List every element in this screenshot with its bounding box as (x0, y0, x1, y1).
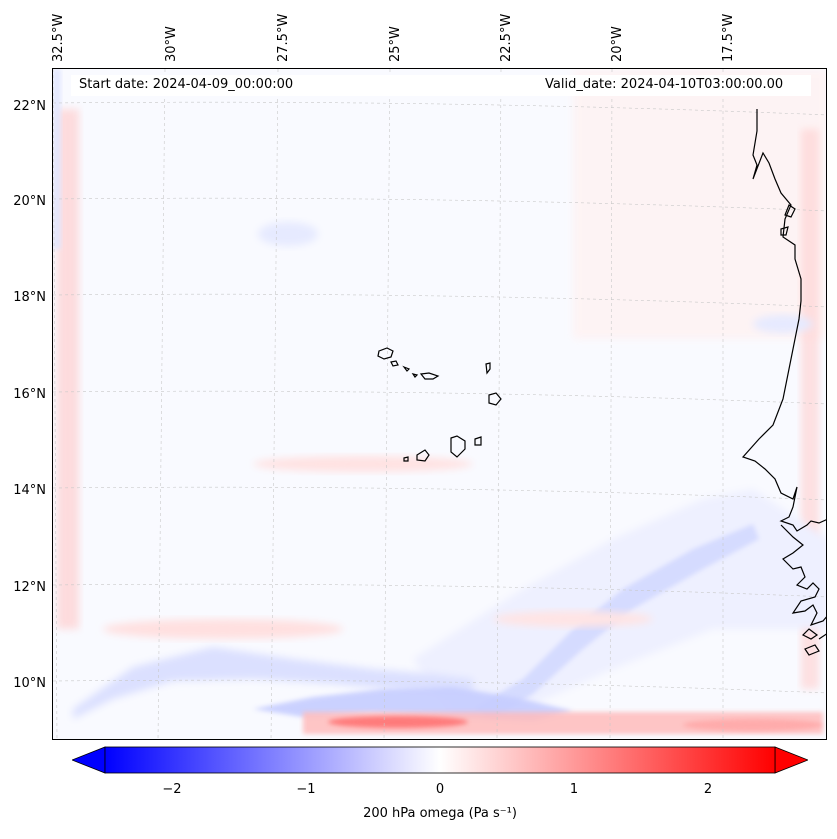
field-pink-streak-1 (103, 619, 343, 639)
lat-label-18n: 18°N (13, 290, 46, 305)
lon-label-22-5w: 22.5°W (499, 13, 514, 62)
colorbar-extend-max (774, 746, 808, 774)
omega-field-map (53, 69, 826, 739)
map-frame (52, 68, 827, 740)
lon-label-17-5w: 17.5°W (721, 13, 736, 62)
gridlines (53, 69, 826, 739)
coastlines-cape-verde (377, 347, 502, 462)
field-positive-bottom-right (683, 719, 823, 731)
field-blue-blob-2 (753, 315, 813, 333)
colorbar-gradient (104, 746, 776, 774)
field-pink-band-15n (253, 456, 473, 472)
colorbar (72, 746, 808, 774)
lon-label-25w: 25°W (388, 26, 403, 62)
lat-label-20n: 20°N (13, 194, 46, 209)
field-negative-band-left (73, 647, 473, 719)
colorbar-tick-neg1: −1 (296, 782, 316, 797)
colorbar-extend-min (72, 746, 106, 774)
lat-label-10n: 10°N (13, 676, 46, 691)
lat-label-22n: 22°N (13, 99, 46, 114)
coastline-west-africa (741, 109, 826, 656)
lon-label-30w: 30°W (164, 26, 179, 62)
field-left-edge-positive (57, 109, 79, 629)
lat-label-16n: 16°N (13, 387, 46, 402)
colorbar-label: 200 hPa omega (Pa s⁻¹) (363, 806, 517, 821)
field-blue-blob-1 (258, 222, 318, 246)
field-pink-streak-2 (493, 611, 653, 627)
title-band (71, 75, 811, 96)
valid-date-label: Valid_date: 2024-04-10T03:00:00.00 (545, 77, 784, 92)
lon-label-32-5w: 32.5°W (51, 13, 66, 62)
lat-label-12n: 12°N (13, 580, 46, 595)
lon-label-20w: 20°W (610, 26, 625, 62)
lat-label-14n: 14°N (13, 483, 46, 498)
lon-label-27-5w: 27.5°W (276, 13, 291, 62)
colorbar-tick-2: 2 (703, 782, 713, 797)
colorbar-tick-neg2: −2 (162, 782, 182, 797)
start-date-label: Start date: 2024-04-09_00:00:00 (79, 77, 294, 92)
field-left-edge-negative (53, 69, 61, 249)
field-positive-bottom-core (328, 716, 468, 728)
colorbar-tick-0: 0 (435, 782, 445, 797)
colorbar-tick-1: 1 (569, 782, 579, 797)
field-positive-upper-right (573, 69, 826, 339)
